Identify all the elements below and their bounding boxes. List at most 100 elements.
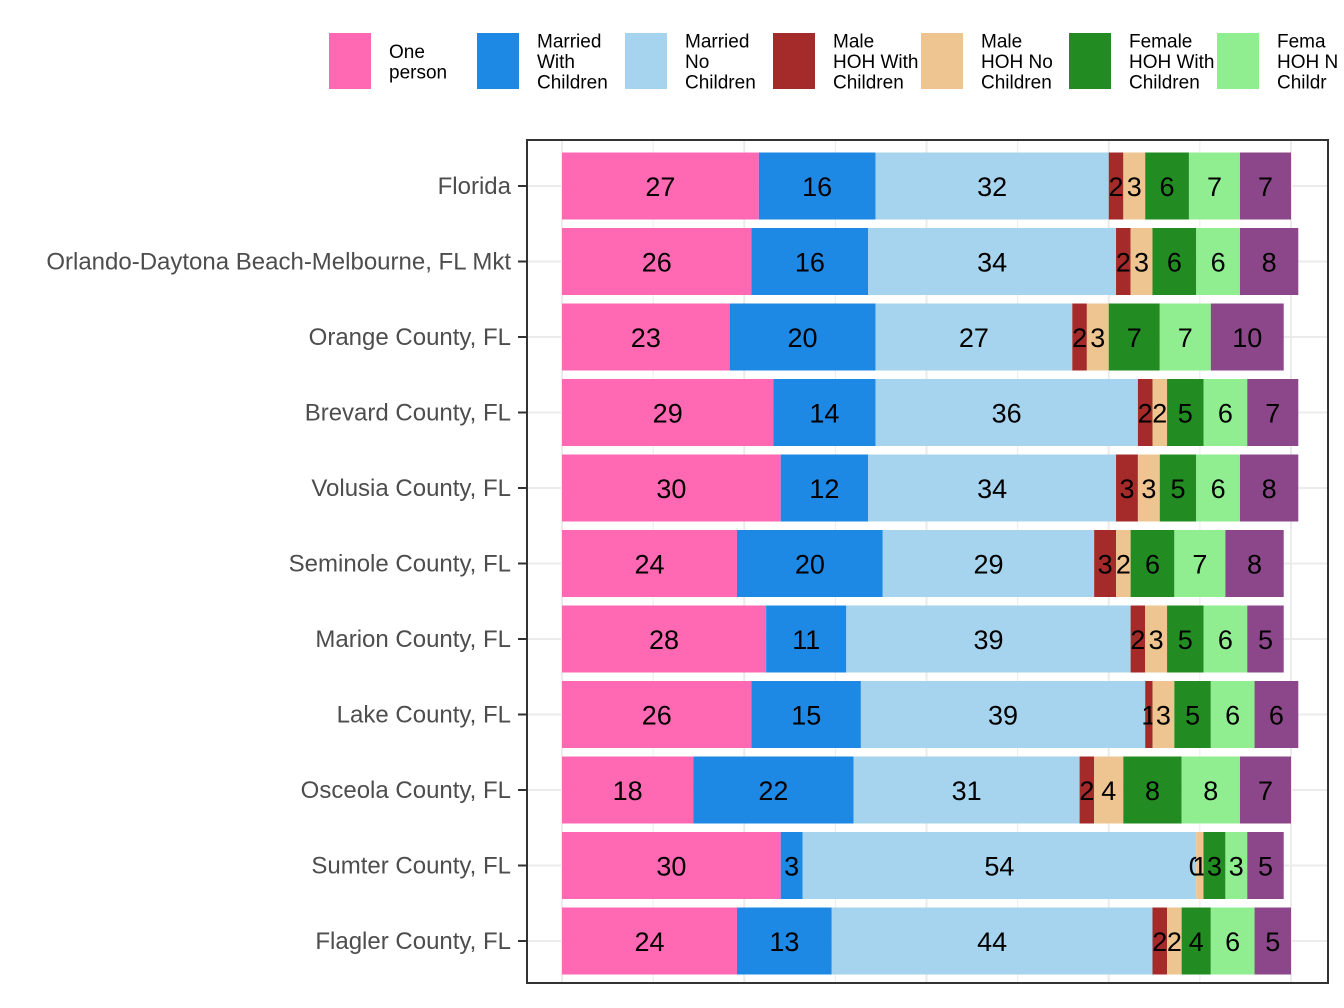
bar-segment — [1188, 152, 1240, 220]
legend-label: Children — [537, 73, 608, 94]
y-tick-label: Osceola County, FL — [301, 777, 511, 804]
y-tick-label: Brevard County, FL — [305, 400, 511, 427]
data-label: 5 — [1258, 625, 1273, 655]
bar-segment — [1181, 907, 1211, 975]
legend-key — [477, 33, 519, 89]
data-label: 23 — [631, 323, 661, 353]
data-label: 34 — [977, 474, 1007, 504]
bar-segment — [882, 530, 1095, 597]
bar-segment — [1116, 228, 1131, 295]
data-label: 6 — [1160, 172, 1175, 202]
data-label: 5 — [1178, 625, 1193, 655]
legend-label: HOH N — [1277, 52, 1338, 73]
data-label: 2 — [1130, 625, 1145, 655]
data-label: 4 — [1101, 776, 1116, 806]
legend-label: Married — [685, 32, 749, 53]
data-label: 20 — [795, 550, 825, 580]
bar-segment — [736, 530, 883, 597]
legend-label: No — [685, 52, 709, 73]
data-label: 3 — [1207, 852, 1222, 882]
data-label: 32 — [977, 172, 1007, 202]
bar-segment — [1167, 907, 1182, 975]
bar-segment — [1072, 303, 1087, 371]
bar-segment — [562, 756, 694, 824]
data-label: 5 — [1185, 701, 1200, 731]
legend-key — [625, 33, 667, 89]
data-label: 4 — [1189, 927, 1204, 957]
y-tick-label: Flagler County, FL — [315, 928, 511, 955]
bar-segment — [802, 832, 1197, 899]
data-label: 6 — [1225, 701, 1240, 731]
data-label: 22 — [758, 776, 788, 806]
data-label: 5 — [1178, 399, 1193, 429]
bar-segment — [875, 152, 1109, 220]
bar-segment — [1159, 303, 1211, 371]
bar-segment — [773, 379, 876, 446]
data-label: 28 — [649, 625, 679, 655]
bar-segment — [1196, 454, 1240, 522]
bar-segment — [736, 907, 832, 975]
bar-segment — [1174, 681, 1211, 748]
data-label: 15 — [791, 701, 821, 731]
data-label: 8 — [1247, 550, 1262, 580]
data-label: 18 — [613, 776, 643, 806]
bar-segment — [875, 379, 1138, 446]
data-label: 6 — [1211, 474, 1226, 504]
bar-segment — [1108, 303, 1160, 371]
data-label: 3 — [1134, 248, 1149, 278]
data-label: 6 — [1218, 625, 1233, 655]
data-label: 8 — [1262, 248, 1277, 278]
plot-border — [526, 139, 1329, 984]
legend-key — [1217, 33, 1259, 89]
data-label: 30 — [656, 852, 686, 882]
bar-segment — [1210, 303, 1284, 371]
legend-key — [1069, 33, 1111, 89]
data-label: 10 — [1232, 323, 1262, 353]
data-label: 29 — [973, 550, 1003, 580]
data-label: 16 — [802, 172, 832, 202]
data-label: 2 — [1072, 323, 1087, 353]
bar-segment — [562, 303, 730, 371]
bar-segment — [562, 152, 759, 220]
bar-segment — [1167, 605, 1204, 673]
legend-key — [329, 33, 371, 89]
bar-segment — [1203, 379, 1248, 446]
bar-segment — [1130, 605, 1146, 673]
bar-segment — [868, 454, 1117, 522]
bar-segment — [1137, 379, 1153, 446]
legend-label: HOH No — [981, 52, 1053, 73]
bar-segment — [1137, 454, 1160, 522]
data-label: 26 — [642, 248, 672, 278]
legend-label: Children — [981, 73, 1052, 94]
bar-segment — [860, 681, 1146, 748]
y-tick-label: Seminole County, FL — [289, 551, 511, 578]
bar-segment — [1145, 152, 1189, 220]
data-label: 6 — [1269, 701, 1284, 731]
bar-segment — [1247, 379, 1299, 446]
bar-segment — [1167, 379, 1204, 446]
bar-segment — [780, 832, 803, 899]
data-label: 24 — [634, 550, 664, 580]
legend-label: Children — [833, 73, 904, 94]
data-label: 2 — [1116, 550, 1131, 580]
data-label: 3 — [1098, 550, 1113, 580]
data-label: 6 — [1167, 248, 1182, 278]
bar-segment — [1152, 379, 1168, 446]
bar-segment — [1145, 681, 1153, 748]
data-label: 2 — [1109, 172, 1124, 202]
data-label: 7 — [1265, 399, 1280, 429]
legend-key — [773, 33, 815, 89]
bar-segment — [1247, 605, 1284, 673]
data-label: 3 — [1090, 323, 1105, 353]
bar-segment — [831, 907, 1153, 975]
data-label: 36 — [992, 399, 1022, 429]
data-label: 3 — [1127, 172, 1142, 202]
bar-segment — [1152, 228, 1197, 295]
bar-segment — [766, 605, 847, 673]
data-label: 3 — [784, 852, 799, 882]
bar-segment — [758, 152, 876, 220]
data-label: 5 — [1265, 927, 1280, 957]
bar-segment — [1108, 152, 1124, 220]
bar-segment — [1130, 530, 1175, 597]
